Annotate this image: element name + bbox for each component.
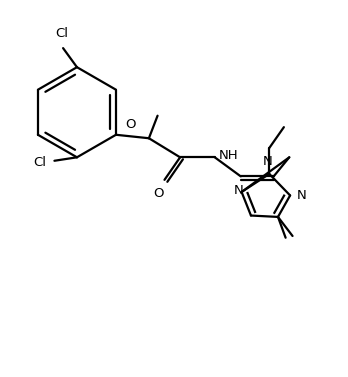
- Text: Cl: Cl: [33, 156, 46, 169]
- Text: NH: NH: [219, 149, 238, 162]
- Text: N: N: [234, 184, 244, 197]
- Text: O: O: [153, 187, 164, 201]
- Text: Cl: Cl: [55, 28, 68, 40]
- Text: N: N: [263, 155, 272, 168]
- Text: N: N: [296, 189, 306, 202]
- Text: O: O: [125, 118, 136, 130]
